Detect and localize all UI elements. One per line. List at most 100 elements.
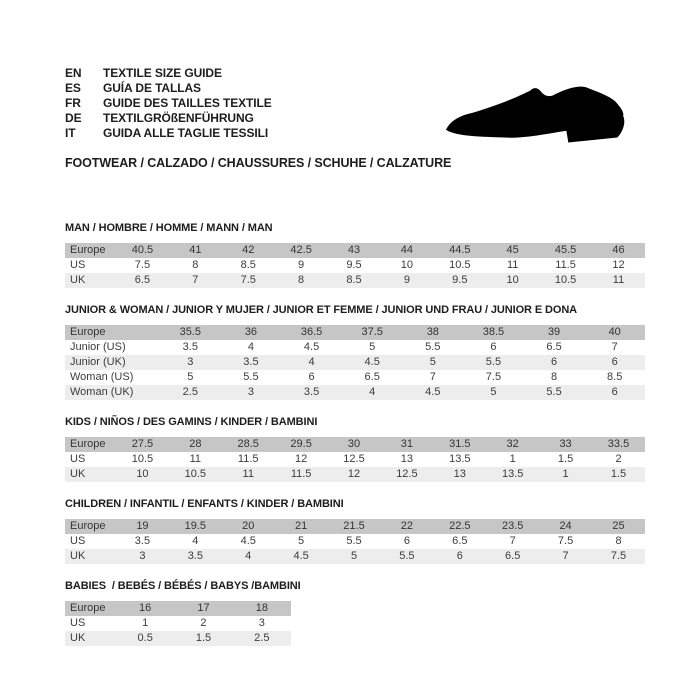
table-cell: 3.5 bbox=[160, 340, 221, 355]
table-row: US 1 2 3 bbox=[65, 616, 291, 631]
table-row: Junior (US) 3.5 4 4.5 5 5.5 6 6.5 7 bbox=[65, 340, 645, 355]
table-cell: 2 bbox=[174, 616, 233, 631]
table-cell: 11.5 bbox=[274, 467, 328, 482]
table-cell: 27.5 bbox=[116, 437, 169, 452]
language-list: EN TEXTILE SIZE GUIDE ES GUÍA DE TALLAS … bbox=[65, 66, 272, 141]
size-table: Europe 16 17 18 US 1 2 3 UK 0.5 1.5 2.5 bbox=[65, 601, 291, 646]
table-row: Europe 35.5 36 36.5 37.5 38 38.5 39 40 bbox=[65, 325, 645, 340]
table-cell: 6.5 bbox=[433, 534, 487, 549]
table-cell: 36.5 bbox=[281, 325, 342, 340]
table-cell: 38.5 bbox=[463, 325, 524, 340]
table-cell: 9 bbox=[380, 273, 434, 288]
table-cell: 42 bbox=[221, 243, 275, 258]
table-cell: 1.5 bbox=[174, 631, 233, 646]
table-cell: 2 bbox=[592, 452, 645, 467]
table-cell: 31 bbox=[380, 437, 434, 452]
language-row: IT GUIDA ALLE TAGLIE TESSILI bbox=[65, 126, 272, 141]
table-cell: 6 bbox=[584, 385, 645, 400]
table-cell: 10.5 bbox=[116, 452, 169, 467]
table-cell: 10.5 bbox=[433, 258, 487, 273]
row-label: UK bbox=[65, 549, 116, 564]
table-cell: 4 bbox=[168, 534, 222, 549]
row-label: UK bbox=[65, 273, 116, 288]
row-label: Junior (US) bbox=[65, 340, 160, 355]
table-cell: 35.5 bbox=[160, 325, 221, 340]
row-label: Europe bbox=[65, 519, 116, 534]
row-label: UK bbox=[65, 631, 116, 646]
table-cell: 9 bbox=[274, 258, 328, 273]
row-label: Woman (UK) bbox=[65, 385, 160, 400]
table-cell: 5 bbox=[327, 549, 381, 564]
table-cell: 6.5 bbox=[341, 370, 403, 385]
table-cell: 7.5 bbox=[539, 534, 593, 549]
language-code: DE bbox=[65, 111, 82, 125]
table-cell: 38 bbox=[402, 325, 464, 340]
size-section: BABIES / BEBÉS / BÉBÉS / BABYS /BAMBINI E… bbox=[65, 580, 645, 646]
table-cell: 30 bbox=[327, 437, 381, 452]
row-label: Europe bbox=[65, 437, 116, 452]
table-cell: 5 bbox=[463, 385, 524, 400]
table-cell: 5 bbox=[274, 534, 328, 549]
table-cell: 5.5 bbox=[327, 534, 381, 549]
table-cell: 11.5 bbox=[221, 452, 275, 467]
table-cell: 6.5 bbox=[486, 549, 540, 564]
table-cell: 7.5 bbox=[463, 370, 524, 385]
table-cell: 22.5 bbox=[433, 519, 487, 534]
table-cell: 19 bbox=[116, 519, 169, 534]
row-label: Junior (UK) bbox=[65, 355, 160, 370]
table-cell: 37.5 bbox=[341, 325, 403, 340]
table-cell: 0.5 bbox=[116, 631, 175, 646]
table-cell: 7.5 bbox=[221, 273, 275, 288]
table-cell: 6 bbox=[281, 370, 342, 385]
table-cell: 5 bbox=[402, 355, 464, 370]
table-cell: 3.5 bbox=[220, 355, 282, 370]
table-cell: 9.5 bbox=[327, 258, 381, 273]
table-cell: 12.5 bbox=[327, 452, 381, 467]
table-cell: 12 bbox=[327, 467, 381, 482]
table-cell: 28.5 bbox=[221, 437, 275, 452]
table-cell: 5 bbox=[341, 340, 403, 355]
table-cell: 11.5 bbox=[539, 258, 593, 273]
table-cell: 7 bbox=[539, 549, 593, 564]
table-row: UK 10 10.5 11 11.5 12 12.5 13 13.5 1 1.5 bbox=[65, 467, 645, 482]
table-cell: 3.5 bbox=[168, 549, 222, 564]
table-cell: 1 bbox=[486, 452, 540, 467]
table-cell: 6 bbox=[380, 534, 434, 549]
table-cell: 13 bbox=[433, 467, 487, 482]
row-label: Europe bbox=[65, 325, 160, 340]
table-cell: 5 bbox=[160, 370, 221, 385]
language-code: ES bbox=[65, 81, 81, 95]
table-cell: 1.5 bbox=[592, 467, 645, 482]
table-cell: 11 bbox=[486, 258, 540, 273]
table-cell: 5.5 bbox=[463, 355, 524, 370]
table-cell: 20 bbox=[221, 519, 275, 534]
size-table: Europe 27.5 28 28.5 29.5 30 31 31.5 32 33 33.5 US 10… bbox=[65, 437, 645, 482]
language-row: ES GUÍA DE TALLAS bbox=[65, 81, 272, 96]
table-cell: 6 bbox=[523, 355, 585, 370]
table-cell: 1 bbox=[116, 616, 175, 631]
language-text: TEXTILE SIZE GUIDE bbox=[103, 66, 222, 80]
table-cell: 7.5 bbox=[116, 258, 169, 273]
category-heading: FOOTWEAR / CALZADO / CHAUSSURES / SCHUHE… bbox=[65, 156, 452, 170]
table-row: UK 3 3.5 4 4.5 5 5.5 6 6.5 7 7.5 bbox=[65, 549, 645, 564]
table-cell: 4.5 bbox=[341, 355, 403, 370]
row-label: Woman (US) bbox=[65, 370, 160, 385]
table-cell: 4.5 bbox=[274, 549, 328, 564]
table-row: UK 6.5 7 7.5 8 8.5 9 9.5 10 10.5 11 bbox=[65, 273, 645, 288]
table-cell: 7.5 bbox=[592, 549, 645, 564]
table-cell: 28 bbox=[168, 437, 222, 452]
table-cell: 8 bbox=[592, 534, 645, 549]
table-cell: 3.5 bbox=[281, 385, 342, 400]
language-text: GUIDA ALLE TAGLIE TESSILI bbox=[103, 126, 269, 140]
table-cell: 4 bbox=[220, 340, 282, 355]
table-cell: 32 bbox=[486, 437, 540, 452]
table-cell: 36 bbox=[220, 325, 282, 340]
table-cell: 42.5 bbox=[274, 243, 328, 258]
row-label: US bbox=[65, 258, 116, 273]
table-cell: 3.5 bbox=[116, 534, 169, 549]
table-cell: 24 bbox=[539, 519, 593, 534]
table-cell: 13 bbox=[380, 452, 434, 467]
section-title: BABIES / BEBÉS / BÉBÉS / BABYS /BAMBINI bbox=[65, 580, 301, 592]
table-cell: 21.5 bbox=[327, 519, 381, 534]
